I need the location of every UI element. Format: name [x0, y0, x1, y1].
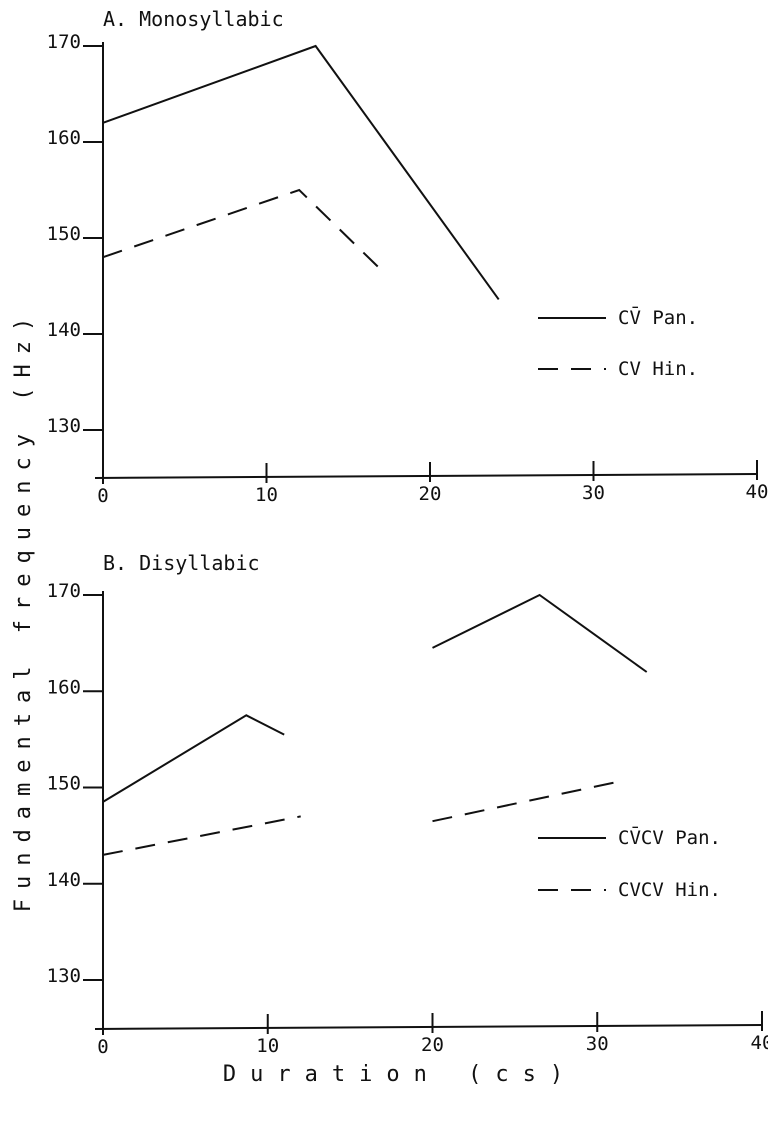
x-axis-line — [94, 1024, 763, 1030]
pan-series-line — [432, 593, 648, 673]
y-tick-label: 140 — [47, 319, 81, 341]
legend-label: CV Hin. — [618, 358, 698, 380]
panel-b-disyllabic: B. Disyllabic 170 160 150 140 130 0 10 20 30 40 CV̄… — [47, 551, 768, 1058]
y-tick-label: 130 — [47, 965, 81, 987]
legend-label: CV̄CV Pan. — [618, 825, 721, 849]
pan-series-line — [102, 44, 500, 300]
x-tick-label: 30 — [582, 482, 605, 504]
x-tick-label: 40 — [746, 481, 768, 503]
y-axis-label: Fundamental frequency (Hz) — [11, 308, 36, 912]
y-tick-label: 150 — [47, 223, 81, 245]
y-tick-label: 170 — [47, 31, 81, 53]
x-axis-label: Duration (cs) — [223, 1062, 577, 1087]
panel-a-monosyllabic: A. Monosyllabic 170 160 150 140 130 0 10 20 30 40 C… — [47, 7, 768, 507]
y-tick-label: 130 — [47, 415, 81, 437]
panel-title: A. Monosyllabic — [103, 7, 284, 31]
pan-series-line — [102, 714, 285, 803]
y-tick-label: 160 — [47, 676, 81, 698]
legend-label: CV̄ Pan. — [618, 305, 698, 329]
x-tick-label: 40 — [751, 1032, 768, 1054]
x-tick-label: 10 — [255, 484, 278, 506]
x-tick-label: 0 — [97, 1036, 108, 1058]
hin-series-line — [102, 815, 301, 856]
hin-series-line — [432, 781, 614, 823]
legend-label: CVCV Hin. — [618, 879, 721, 901]
y-tick-label: 160 — [47, 127, 81, 149]
x-tick-label: 10 — [256, 1035, 279, 1057]
panel-title: B. Disyllabic — [103, 551, 260, 575]
hin-series-line — [102, 188, 387, 276]
x-tick-label: 20 — [419, 483, 442, 505]
y-tick-label: 140 — [47, 869, 81, 891]
x-tick-label: 0 — [97, 485, 108, 507]
x-axis-line — [94, 473, 758, 479]
x-tick-label: 20 — [421, 1034, 444, 1056]
y-tick-label: 170 — [47, 580, 81, 602]
y-tick-label: 150 — [47, 773, 81, 795]
x-tick-label: 30 — [586, 1033, 609, 1055]
